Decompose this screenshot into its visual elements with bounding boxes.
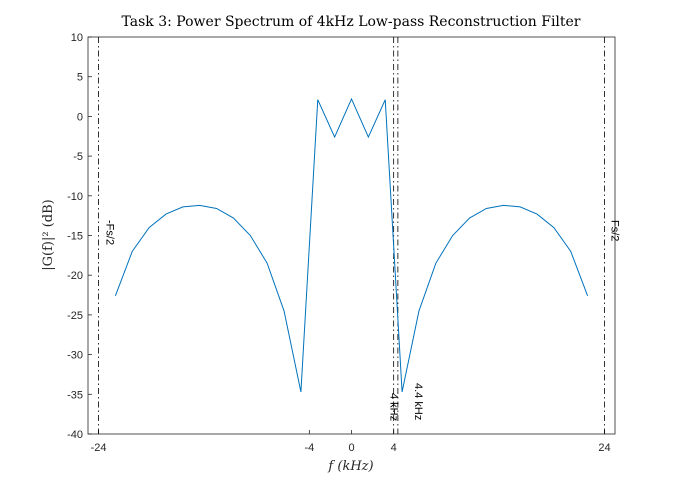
y-tick-label: -20 xyxy=(67,270,83,282)
y-tick-label: -35 xyxy=(67,389,83,401)
y-axis: 10 5 0 -5 -10 -15 -20 -25 -30 -35 -40 xyxy=(67,32,92,441)
vline-label: -Fs/2 xyxy=(104,220,116,245)
y-tick-label: 0 xyxy=(77,111,83,123)
x-tick-label: 24 xyxy=(598,442,610,454)
plot-area xyxy=(87,36,616,435)
y-tick-label: -10 xyxy=(67,191,83,203)
vline-label: 4 kHz xyxy=(388,393,400,421)
x-tick-label: 4 xyxy=(391,442,397,454)
y-tick-label: -5 xyxy=(73,151,83,163)
x-tick-label: -4 xyxy=(304,442,314,454)
y-axis-label: |G(f)|² (dB) xyxy=(41,199,56,270)
y-tick-label: 5 xyxy=(77,72,83,84)
y-tick-label: 10 xyxy=(71,32,83,44)
y-tick-label: -30 xyxy=(67,350,83,362)
x-axis: -24 -4 0 4 24 xyxy=(91,430,611,454)
series-line-0 xyxy=(114,97,589,393)
x-axis-label: f (kHz) xyxy=(327,459,373,474)
reference-lines: -Fs/2 Fs/2 4 kHz 4.4 kHz xyxy=(98,37,620,434)
chart-title: Task 3: Power Spectrum of 4kHz Low-pass … xyxy=(121,14,580,30)
x-tick-label: -24 xyxy=(91,442,107,454)
x-tick-label: 0 xyxy=(348,442,354,454)
vline-label: Fs/2 xyxy=(608,220,620,241)
y-tick-label: -15 xyxy=(67,231,83,243)
y-tick-label: -25 xyxy=(67,310,83,322)
series-group xyxy=(114,97,589,393)
vline-label: 4.4 kHz xyxy=(412,383,424,420)
y-tick-label: -40 xyxy=(67,429,83,441)
